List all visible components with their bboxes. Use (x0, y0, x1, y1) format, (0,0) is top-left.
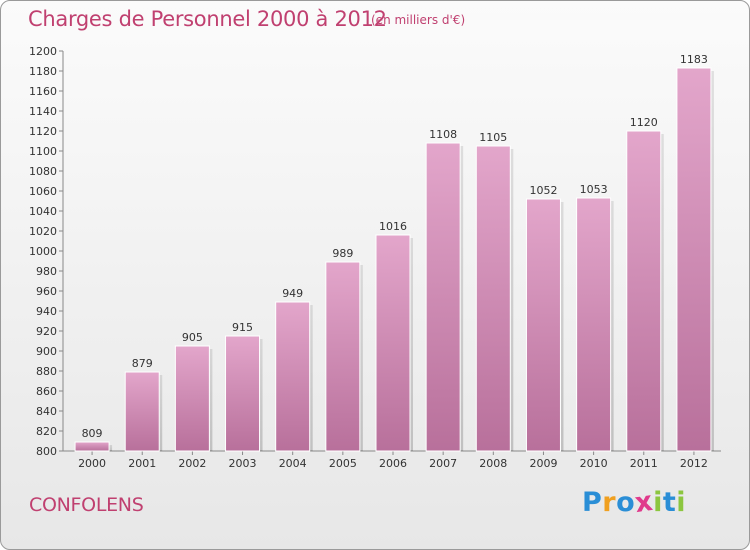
x-tick-label: 2007 (429, 457, 457, 470)
data-label-2008: 1105 (479, 131, 507, 144)
data-label-2003: 915 (232, 321, 253, 334)
x-tick-label: 2000 (78, 457, 106, 470)
data-label-2011: 1120 (630, 116, 658, 129)
logo-letter: x (633, 485, 656, 520)
y-tick-label: 1080 (29, 165, 57, 178)
data-label-2006: 1016 (379, 220, 407, 233)
y-tick-label: 1200 (29, 45, 57, 58)
data-label-2009: 1052 (529, 184, 557, 197)
x-tick-label: 2006 (379, 457, 407, 470)
logo-letter: P (582, 487, 603, 518)
x-tick-label: 2009 (529, 457, 557, 470)
x-tick-label: 2001 (128, 457, 156, 470)
x-tick-label: 2002 (178, 457, 206, 470)
bars (74, 67, 714, 452)
x-axis: 2000 2001 2002 2003 2004 2005 2006 2007 2008 2009… (63, 450, 721, 470)
bar-2008 (475, 145, 511, 452)
proxiti-logo: Proxiti (582, 485, 687, 520)
bar-2001 (124, 371, 160, 452)
y-tick-label: 1140 (29, 105, 57, 118)
y-tick-label: 880 (36, 365, 57, 378)
data-label-2004: 949 (282, 287, 303, 300)
data-label-2001: 879 (132, 357, 153, 370)
x-tick-label: 2003 (229, 457, 257, 470)
logo-letter: i (653, 487, 663, 518)
logo-letter: o (616, 487, 636, 518)
y-tick-label: 900 (36, 345, 57, 358)
y-tick-label: 940 (36, 305, 57, 318)
x-tick-label: 2005 (329, 457, 357, 470)
x-tick-label: 2010 (580, 457, 608, 470)
logo-letter: i (676, 487, 687, 518)
bar-2004 (275, 301, 311, 452)
logo-letter: r (602, 487, 617, 518)
data-label-2010: 1053 (580, 183, 608, 196)
bar-2002 (174, 345, 210, 452)
bar-2003 (225, 335, 261, 452)
y-axis: 800 820 840 860 880 900 920 940 960 980 1000 1020 10… (29, 45, 64, 458)
x-tick-label: 2004 (279, 457, 307, 470)
y-tick-label: 800 (36, 445, 57, 458)
x-tick-label: 2012 (680, 457, 708, 470)
bar-2007 (425, 142, 461, 452)
chart-title: Charges de Personnel 2000 à 2012 (28, 7, 387, 31)
y-tick-label: 1180 (29, 65, 57, 78)
data-label-2012: 1183 (680, 53, 708, 66)
bar-2009 (525, 198, 561, 452)
y-tick-label: 980 (36, 265, 57, 278)
y-tick-label: 920 (36, 325, 57, 338)
bar-2006 (375, 234, 411, 452)
y-tick-label: 1040 (29, 205, 57, 218)
logo-letter: t (662, 487, 677, 518)
bar-2005 (325, 261, 361, 452)
bar-2000 (74, 441, 110, 452)
commune-name: CONFOLENS (29, 494, 144, 516)
bar-2011 (626, 130, 662, 452)
x-tick-label: 2008 (479, 457, 507, 470)
chart-subtitle: (en milliers d'€) (371, 13, 466, 27)
y-tick-label: 1160 (29, 85, 57, 98)
data-label-2005: 989 (332, 247, 353, 260)
y-tick-label: 1020 (29, 225, 57, 238)
data-label-2002: 905 (182, 331, 203, 344)
bar-2012 (676, 67, 712, 452)
y-tick-label: 1100 (29, 145, 57, 158)
y-tick-label: 1120 (29, 125, 57, 138)
y-tick-label: 860 (36, 385, 57, 398)
x-tick-label: 2011 (630, 457, 658, 470)
bar-2010 (576, 197, 612, 452)
data-labels: 809 879 905 915 949 989 1016 1108 1105 1052 1053 11… (82, 53, 708, 440)
y-tick-label: 1000 (29, 245, 57, 258)
data-label-2000: 809 (82, 427, 103, 440)
y-tick-label: 820 (36, 425, 57, 438)
y-tick-label: 1060 (29, 185, 57, 198)
y-tick-label: 840 (36, 405, 57, 418)
data-label-2007: 1108 (429, 128, 457, 141)
y-tick-label: 960 (36, 285, 57, 298)
